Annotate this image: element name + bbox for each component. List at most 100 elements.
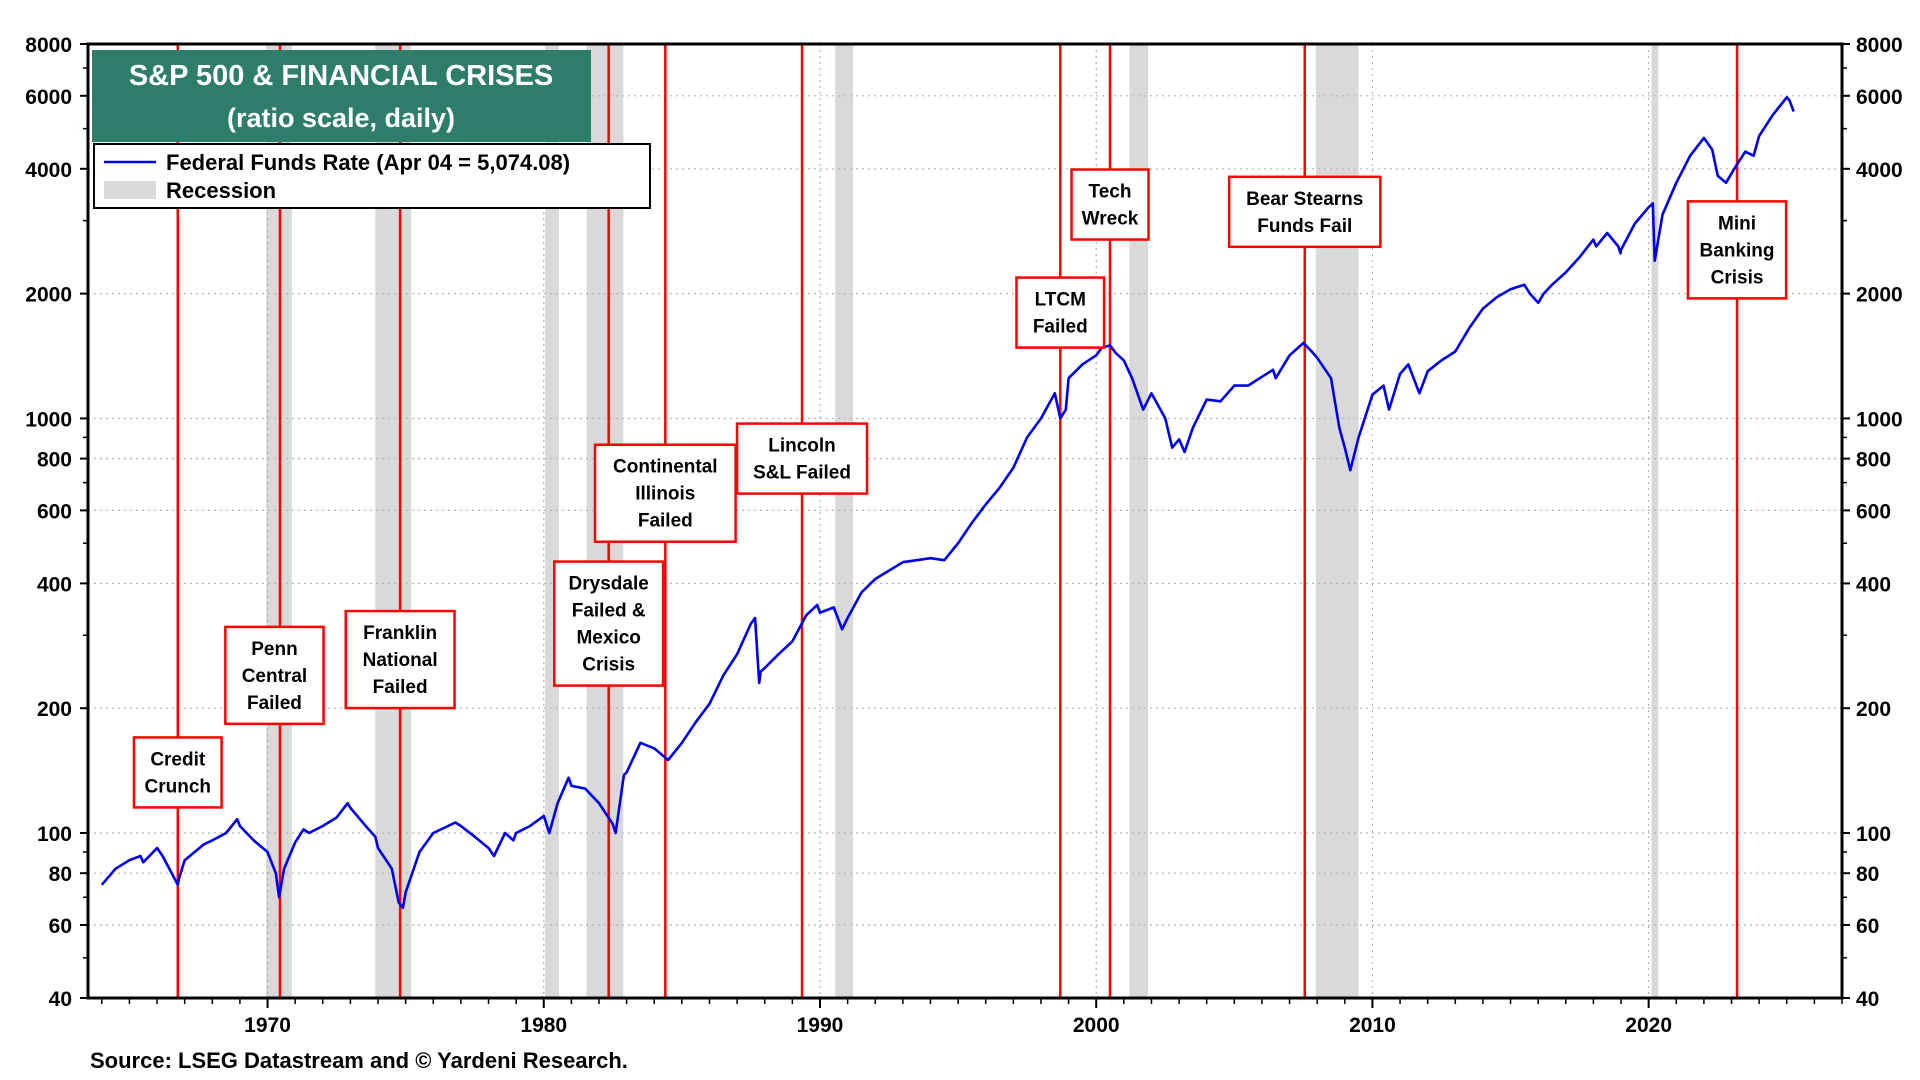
- crisis-label-box: [1070, 168, 1150, 241]
- crisis-label-text: Mini: [1718, 213, 1756, 234]
- crisis-annotation-3: Drysdale Failed & Mexico Crisis: [553, 560, 665, 687]
- x-axis: 1970 1980 1990 2000 2010 2020: [101, 998, 1843, 1037]
- y-tick-label-right: 40: [1856, 988, 1879, 1011]
- y-tick-label-left: 200: [37, 698, 72, 721]
- legend-series-label: Federal Funds Rate (Apr 04 = 5,074.08): [166, 150, 570, 175]
- y-tick-label-left: 40: [49, 988, 72, 1011]
- crisis-label-text: Crisis: [582, 655, 635, 676]
- plot-frame: [86, 42, 1844, 1000]
- y-tick-label-left: 2000: [25, 284, 72, 307]
- crisis-label-text: Illinois: [635, 484, 695, 505]
- y-tick-label-right: 8000: [1856, 34, 1903, 57]
- crisis-annotation-5: Lincoln S&L Failed: [735, 422, 869, 495]
- x-tick-label: 2000: [1073, 1014, 1120, 1037]
- crisis-label-text: Bear Stearns: [1246, 189, 1363, 210]
- crisis-annotation-7: Tech Wreck: [1070, 168, 1150, 241]
- crisis-label-text: Penn: [251, 639, 297, 660]
- y-tick-label-right: 6000: [1856, 86, 1903, 109]
- crisis-label-text: Banking: [1700, 240, 1775, 261]
- crisis-annotation-0: Credit Crunch: [132, 736, 223, 809]
- legend-recession-label: Recession: [166, 178, 276, 203]
- crisis-label-text: Mexico: [576, 628, 640, 649]
- crisis-label-box: [593, 443, 737, 543]
- crisis-annotation-9: Mini Banking Crisis: [1686, 200, 1788, 300]
- crisis-label-box: [1015, 276, 1106, 349]
- crisis-annotation-2: Franklin National Failed: [344, 609, 456, 710]
- y-tick-label-left: 1000: [25, 408, 72, 431]
- y-tick-label-left: 4000: [25, 159, 72, 182]
- x-tick-label: 1970: [244, 1014, 291, 1037]
- crisis-label-text: Crunch: [145, 776, 212, 797]
- crisis-label-text: Failed &: [572, 601, 646, 622]
- crisis-label-text: Failed: [1033, 317, 1088, 338]
- crisis-label-text: Failed: [373, 677, 428, 698]
- crisis-annotation-1: Penn Central Failed: [224, 625, 325, 726]
- y-tick-label-right: 80: [1856, 863, 1879, 886]
- crisis-label-text: Franklin: [363, 623, 437, 644]
- crisis-label-text: Tech: [1089, 182, 1132, 203]
- y-axis-right: 8000 6000 4000 2000 1000 800 600 400 200 100 80 60 4…: [1842, 34, 1903, 1011]
- crisis-annotation-6: LTCM Failed: [1015, 276, 1106, 349]
- x-tick-label: 2020: [1625, 1014, 1672, 1037]
- crisis-label-text: Wreck: [1082, 209, 1139, 230]
- y-tick-label-right: 1000: [1856, 408, 1903, 431]
- title-background: [92, 50, 591, 142]
- y-tick-label-right: 60: [1856, 915, 1879, 938]
- crisis-label-box: [735, 422, 869, 495]
- crisis-label-box: [132, 736, 223, 809]
- y-tick-label-right: 2000: [1856, 284, 1903, 307]
- sp500-series: [100, 96, 1795, 910]
- recession-band-2: [545, 44, 559, 998]
- crisis-label-box: [1227, 175, 1382, 249]
- crisis-label-text: LTCM: [1035, 290, 1086, 311]
- crisis-label-text: Lincoln: [768, 436, 836, 457]
- crisis-labels: Credit Crunch Penn Central Failed Franklin Nat…: [132, 168, 1788, 809]
- y-axis-left: 8000 6000 4000 2000 1000 800 600 400 200 100 80 60 4…: [25, 34, 88, 1011]
- y-tick-label-right: 600: [1856, 500, 1891, 523]
- y-tick-label-right: 800: [1856, 449, 1891, 472]
- x-tick-label: 2010: [1349, 1014, 1396, 1037]
- crisis-label-text: Failed: [638, 511, 693, 532]
- y-tick-label-left: 600: [37, 500, 72, 523]
- y-tick-label-right: 4000: [1856, 159, 1903, 182]
- legend-box: [93, 143, 651, 209]
- y-tick-label-left: 60: [49, 915, 72, 938]
- crisis-label-text: National: [363, 650, 438, 671]
- source-note: Source: LSEG Datastream and © Yardeni Re…: [90, 1048, 628, 1073]
- recession-band-5: [1129, 44, 1149, 998]
- crisis-annotation-4: Continental Illinois Failed: [593, 443, 737, 543]
- legend: Federal Funds Rate (Apr 04 = 5,074.08) R…: [93, 143, 651, 209]
- crisis-label-text: Failed: [247, 693, 302, 714]
- crisis-label-text: Funds Fail: [1257, 216, 1352, 237]
- chart-subtitle: (ratio scale, daily): [227, 103, 455, 133]
- y-tick-label-left: 8000: [25, 34, 72, 57]
- legend-recession-swatch: [104, 181, 156, 199]
- grid-lines: [88, 44, 1842, 998]
- crisis-label-text: Continental: [613, 457, 718, 478]
- crisis-annotation-8: Bear Stearns Funds Fail: [1227, 175, 1382, 249]
- crisis-label-text: Credit: [150, 749, 206, 770]
- crisis-label-text: Crisis: [1711, 267, 1764, 288]
- y-tick-label-left: 400: [37, 573, 72, 596]
- crisis-label-text: Drysdale: [569, 574, 649, 595]
- crisis-label-text: Central: [242, 666, 307, 687]
- crisis-label-box: [344, 609, 456, 710]
- x-tick-label: 1990: [797, 1014, 844, 1037]
- recession-band-7: [1651, 44, 1659, 998]
- y-tick-label-left: 6000: [25, 86, 72, 109]
- y-tick-label-right: 200: [1856, 698, 1891, 721]
- crisis-label-box: [224, 625, 325, 726]
- x-tick-label: 1980: [520, 1014, 567, 1037]
- y-tick-label-right: 400: [1856, 573, 1891, 596]
- chart-title: S&P 500 & FINANCIAL CRISES: [129, 60, 553, 92]
- crisis-label-box: [553, 560, 665, 687]
- sp500-line: [100, 96, 1795, 910]
- y-tick-label-left: 800: [37, 449, 72, 472]
- title-box: S&P 500 & FINANCIAL CRISES (ratio scale,…: [92, 50, 591, 142]
- recession-band-4: [835, 44, 854, 998]
- y-tick-label-right: 100: [1856, 823, 1891, 846]
- crisis-label-text: S&L Failed: [753, 463, 851, 484]
- y-tick-label-left: 100: [37, 823, 72, 846]
- crisis-label-box: [1686, 200, 1788, 300]
